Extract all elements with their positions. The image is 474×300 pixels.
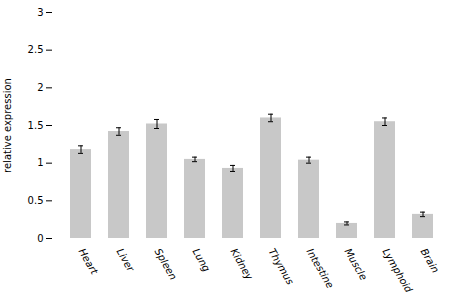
- svg-text:Heart: Heart: [76, 247, 100, 278]
- svg-text:2.5: 2.5: [28, 44, 44, 55]
- svg-text:Brain: Brain: [418, 247, 441, 275]
- svg-text:2: 2: [37, 82, 43, 93]
- svg-text:0.5: 0.5: [28, 195, 44, 206]
- svg-text:Spleen: Spleen: [152, 247, 179, 282]
- svg-text:Kidney: Kidney: [228, 247, 255, 283]
- svg-text:Thymus: Thymus: [266, 247, 295, 287]
- svg-text:Muscle: Muscle: [342, 247, 369, 282]
- svg-text:relative expression: relative expression: [2, 78, 13, 173]
- svg-text:1.5: 1.5: [28, 120, 44, 131]
- svg-text:Lung: Lung: [190, 247, 212, 274]
- svg-text:0: 0: [37, 233, 43, 244]
- svg-text:Intestine: Intestine: [304, 247, 335, 290]
- svg-text:3: 3: [37, 7, 43, 18]
- svg-text:Liver: Liver: [114, 247, 136, 275]
- svg-text:Lymphoid: Lymphoid: [380, 247, 414, 295]
- svg-text:1: 1: [37, 157, 43, 168]
